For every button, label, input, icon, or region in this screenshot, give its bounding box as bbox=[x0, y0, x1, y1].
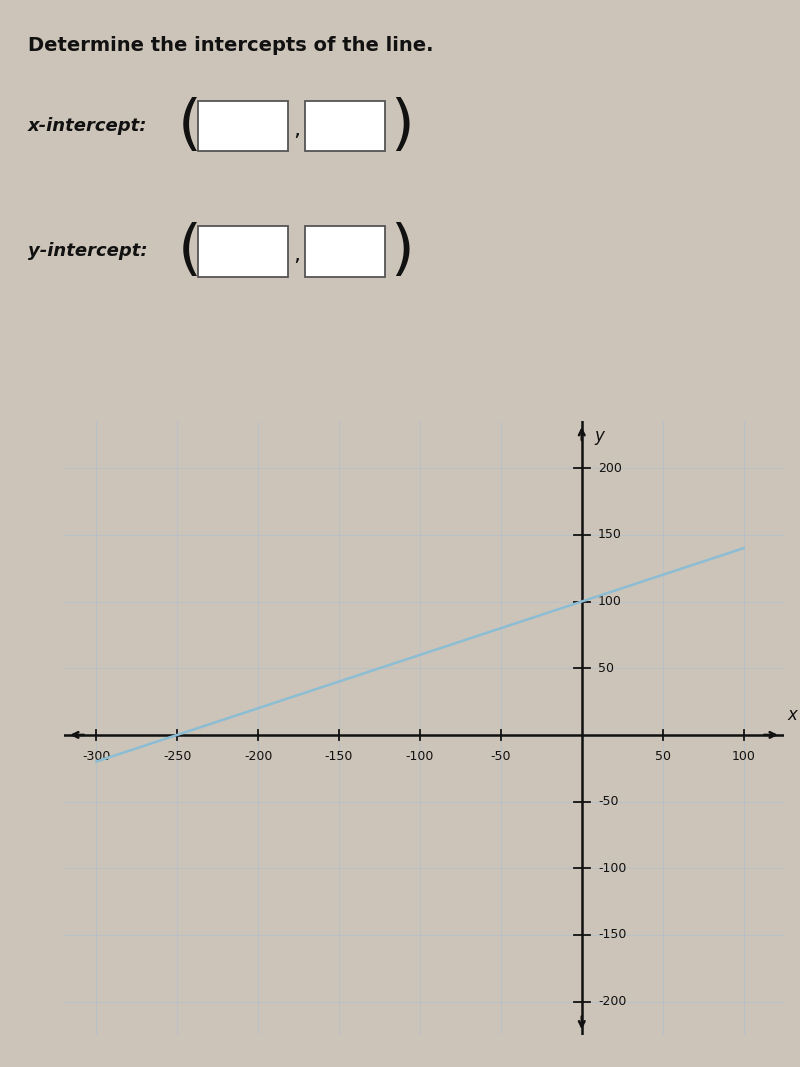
Text: ,: , bbox=[293, 121, 300, 140]
Text: 100: 100 bbox=[598, 595, 622, 608]
Text: -150: -150 bbox=[598, 928, 626, 941]
Text: -100: -100 bbox=[598, 862, 626, 875]
Bar bbox=[305, 226, 385, 276]
Text: -150: -150 bbox=[325, 749, 354, 763]
Text: 150: 150 bbox=[598, 528, 622, 541]
Text: -50: -50 bbox=[598, 795, 618, 808]
Text: Determine the intercepts of the line.: Determine the intercepts of the line. bbox=[28, 36, 434, 55]
Text: -300: -300 bbox=[82, 749, 110, 763]
Text: ): ) bbox=[390, 222, 414, 281]
Text: 200: 200 bbox=[598, 462, 622, 475]
Text: -250: -250 bbox=[163, 749, 191, 763]
Bar bbox=[198, 101, 288, 152]
Bar bbox=[198, 226, 288, 276]
Text: -200: -200 bbox=[598, 996, 626, 1008]
Bar bbox=[305, 101, 385, 152]
Text: y-intercept:: y-intercept: bbox=[28, 242, 148, 260]
Text: 50: 50 bbox=[654, 749, 670, 763]
Text: (: ( bbox=[178, 222, 202, 281]
Text: 50: 50 bbox=[598, 662, 614, 674]
Text: ): ) bbox=[390, 97, 414, 156]
Text: x-intercept:: x-intercept: bbox=[28, 117, 147, 136]
Text: (: ( bbox=[178, 97, 202, 156]
Text: -50: -50 bbox=[490, 749, 511, 763]
Text: -200: -200 bbox=[244, 749, 272, 763]
Text: x: x bbox=[787, 706, 797, 724]
Text: ,: , bbox=[293, 245, 300, 266]
Text: y: y bbox=[594, 427, 605, 445]
Text: -100: -100 bbox=[406, 749, 434, 763]
Text: 100: 100 bbox=[732, 749, 755, 763]
